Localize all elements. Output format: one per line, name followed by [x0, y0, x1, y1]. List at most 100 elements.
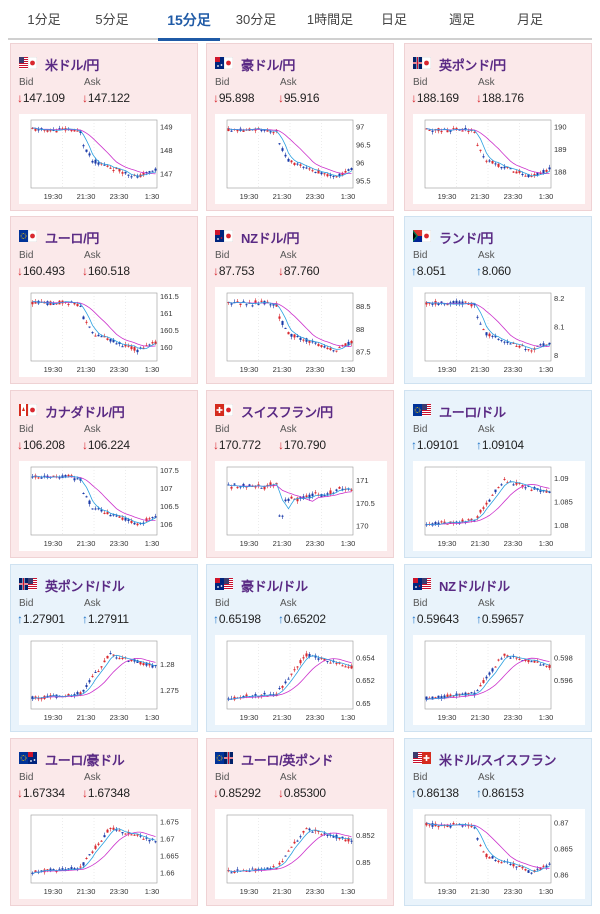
- candle-body: [154, 168, 157, 171]
- price-chart[interactable]: 97 96.5 96 95.5 19:30 21:30 23:30 1:30: [215, 114, 387, 204]
- candle-body: [452, 822, 455, 825]
- candle-body: [479, 323, 482, 325]
- candle-body: [425, 524, 428, 526]
- pair-name[interactable]: 米ドル/スイスフラン: [439, 753, 557, 768]
- price-chart[interactable]: 171 170.5 170 19:30 21:30 23:30 1:30: [215, 461, 387, 551]
- rate-card[interactable]: 米ドル/スイスフラン Bid Ask ↑0.86138 ↑0.86153 0.87 0.86…: [404, 738, 592, 906]
- tab-0[interactable]: 1分足: [27, 12, 61, 27]
- y-tick-label: 160: [160, 343, 173, 352]
- pair-name[interactable]: ユーロ/円: [45, 231, 100, 246]
- y-tick-label: 1.085: [554, 498, 573, 507]
- bid-price: ↑1.09101: [411, 438, 459, 452]
- rate-card[interactable]: ユーロ/豪ドル Bid Ask ↓1.67334 ↓1.67348 1.675 1.67 1.…: [10, 738, 198, 906]
- tab-7[interactable]: 月足: [516, 12, 543, 27]
- candle-body: [428, 129, 431, 131]
- pair-name[interactable]: スイスフラン/円: [241, 405, 333, 420]
- candle-body: [320, 345, 323, 347]
- candle-body: [31, 476, 34, 478]
- candle-body: [139, 661, 142, 665]
- price-chart[interactable]: 107.5 107 106.5 106 19:30 21:30 23:30 1:30: [19, 461, 191, 551]
- x-tick-label: 23:30: [110, 192, 129, 201]
- rate-card[interactable]: スイスフラン/円 Bid Ask ↓170.772 ↓170.790 171 170.5 17…: [206, 390, 394, 558]
- price-chart[interactable]: 1.09 1.085 1.08 19:30 21:30 23:30 1:30: [413, 461, 585, 551]
- arrow-down-icon: ↓: [213, 264, 219, 278]
- candle-body: [49, 130, 52, 132]
- candle-body: [103, 512, 106, 514]
- bid-price-value: 106.208: [22, 438, 65, 452]
- tab-4[interactable]: 1時間足: [306, 12, 354, 27]
- candle-body: [284, 154, 287, 157]
- candle-body: [308, 494, 311, 499]
- currency-flag-icon: [19, 751, 37, 764]
- candle-body: [43, 475, 46, 477]
- rate-card[interactable]: ユーロ/英ポンド Bid Ask ↓0.85292 ↓0.85300 0.852 0.85 1…: [206, 738, 394, 906]
- pair-name[interactable]: 米ドル/円: [45, 58, 100, 73]
- price-chart[interactable]: 88.5 88 87.5 19:30 21:30 23:30 1:30: [215, 287, 387, 377]
- tab-6[interactable]: 週足: [448, 12, 475, 27]
- candle-body: [115, 168, 118, 170]
- price-chart[interactable]: 1.28 1.275 19:30 21:30 23:30 1:30: [19, 635, 191, 725]
- candle-body: [437, 695, 440, 699]
- candle-body: [491, 668, 494, 672]
- rate-card[interactable]: 英ポンド/円 Bid Ask ↓188.169 ↓188.176 190 189 188 19:…: [404, 43, 592, 211]
- candle-body: [473, 827, 476, 829]
- price-chart[interactable]: 0.87 0.865 0.86 19:30 21:30 23:30 1:30: [413, 809, 585, 899]
- rate-card[interactable]: 豪ドル/円 Bid Ask ↓95.898 ↓95.916 97 96.5 96 95.5 19:…: [206, 43, 394, 211]
- price-chart[interactable]: 190 189 188 19:30 21:30 23:30 1:30: [413, 114, 585, 204]
- rate-card[interactable]: ユーロ/円 Bid Ask ↓160.493 ↓160.518 161.5 161 160.5…: [10, 216, 198, 384]
- moving-average-short: [426, 128, 550, 177]
- candle-body: [67, 693, 70, 697]
- candle-body: [82, 862, 85, 866]
- candle-body: [278, 862, 281, 865]
- pair-name[interactable]: 英ポンド/円: [439, 58, 506, 73]
- price-chart[interactable]: 0.598 0.596 19:30 21:30 23:30 1:30: [413, 635, 585, 725]
- candle-body: [100, 840, 103, 842]
- candle-body: [482, 851, 485, 853]
- pair-name[interactable]: 英ポンド/ドル: [45, 579, 125, 594]
- tab-1[interactable]: 5分足: [95, 12, 129, 27]
- pair-name[interactable]: ユーロ/豪ドル: [45, 753, 125, 768]
- rate-card[interactable]: NZドル/円 Bid Ask ↓87.753 ↓87.760 88.5 88 87.5 19:3…: [206, 216, 394, 384]
- candle-body: [109, 653, 112, 655]
- rate-card[interactable]: NZドル/ドル Bid Ask ↑0.59643 ↑0.59657 0.598 0.596 1…: [404, 564, 592, 732]
- candle-body: [263, 129, 266, 131]
- x-tick-label: 19:30: [240, 365, 259, 374]
- price-chart[interactable]: 0.654 0.652 0.65 19:30 21:30 23:30 1:30: [215, 635, 387, 725]
- candle-body: [437, 303, 440, 305]
- candle-body: [106, 512, 109, 515]
- price-chart[interactable]: 149 148 147 19:30 21:30 23:30 1:30: [19, 114, 191, 204]
- price-chart[interactable]: 1.675 1.67 1.665 1.66 19:30 21:30 23:30 1:30: [19, 809, 191, 899]
- tab-5[interactable]: 日足: [380, 12, 407, 27]
- x-tick-label: 23:30: [306, 887, 325, 896]
- candle-body: [34, 475, 37, 478]
- candle-body: [545, 865, 548, 867]
- tab-3[interactable]: 30分足: [235, 12, 277, 27]
- rate-card[interactable]: 英ポンド/ドル Bid Ask ↑1.27901 ↑1.27911 1.28 1.275 19…: [10, 564, 198, 732]
- currency-flag-icon: [19, 577, 37, 590]
- candle-body: [296, 163, 299, 165]
- pair-name[interactable]: カナダドル/円: [45, 405, 125, 420]
- pair-name[interactable]: NZドル/ドル: [439, 579, 510, 594]
- pair-name[interactable]: ランド/円: [439, 231, 494, 246]
- candle-body: [67, 868, 70, 870]
- rate-card[interactable]: 米ドル/円 Bid Ask ↓147.109 ↓147.122 149 148 147 19:3…: [10, 43, 198, 211]
- rate-card[interactable]: ランド/円 Bid Ask ↑8.051 ↑8.060 8.2 8.1 8 19:30 21:30…: [404, 216, 592, 384]
- pair-name[interactable]: 豪ドル/ドル: [241, 579, 308, 594]
- candlestick-chart: 1.09 1.085 1.08 19:30 21:30 23:30 1:30: [424, 466, 573, 548]
- pair-name[interactable]: 豪ドル/円: [241, 58, 296, 73]
- pair-name[interactable]: NZドル/円: [241, 231, 300, 246]
- rate-card[interactable]: ユーロ/ドル Bid Ask ↑1.09101 ↑1.09104 1.09 1.085 1.0…: [404, 390, 592, 558]
- ask-label: Ask: [478, 598, 495, 609]
- currency-flag-icon: [19, 56, 38, 70]
- rate-card[interactable]: カナダドル/円 Bid Ask ↓106.208 ↓106.224 107.5 107 106…: [10, 390, 198, 558]
- rate-card[interactable]: 豪ドル/ドル Bid Ask ↑0.65198 ↑0.65202 0.654 0.652 0.…: [206, 564, 394, 732]
- ask-price-value: 1.09104: [481, 438, 524, 452]
- price-chart[interactable]: 0.852 0.85 19:30 21:30 23:30 1:30: [215, 809, 387, 899]
- pair-name[interactable]: ユーロ/ドル: [439, 405, 506, 420]
- price-chart[interactable]: 8.2 8.1 8 19:30 21:30 23:30 1:30: [413, 287, 585, 377]
- pair-name[interactable]: ユーロ/英ポンド: [241, 753, 334, 768]
- candle-body: [58, 128, 61, 130]
- tab-2[interactable]: 15分足: [158, 0, 220, 41]
- price-chart[interactable]: 161.5 161 160.5 160 19:30 21:30 23:30 1:30: [19, 287, 191, 377]
- currency-flag-icon: [413, 751, 431, 764]
